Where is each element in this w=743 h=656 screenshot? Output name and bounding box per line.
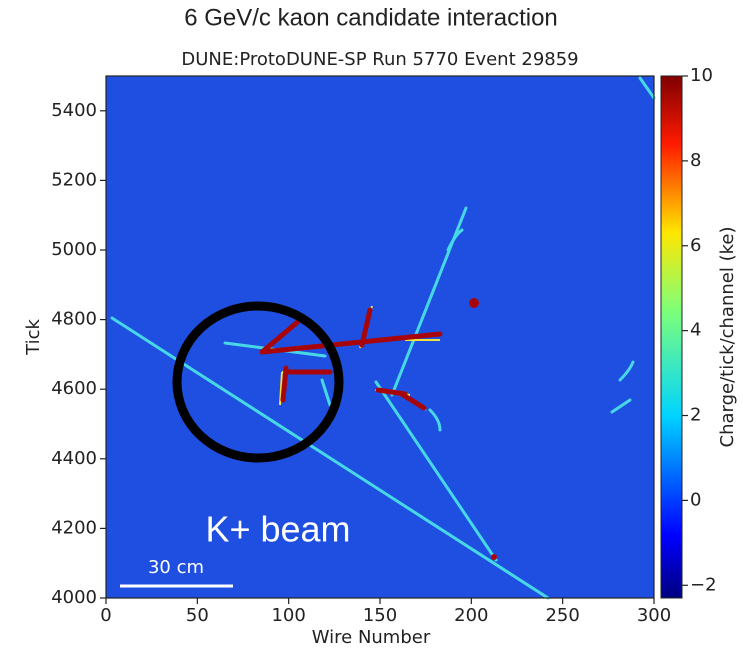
colorbar-tick-label: 6 [690,235,701,256]
event-display: K+ beam 30 cm [105,75,656,600]
track [618,360,635,382]
track [610,398,632,414]
track [320,378,332,407]
track-core [259,307,443,411]
vertex [491,554,497,560]
chart-title: 6 GeV/c kaon candidate interaction [184,4,558,31]
x-axis-label: Wire Number [312,627,431,648]
highlight-circle [172,301,344,463]
x-tick-label: 200 [454,605,488,626]
y-tick-label: 4400 [51,448,97,469]
x-tick-label: 100 [271,605,305,626]
colorbar [660,75,683,599]
colorbar-tick-label: −2 [690,574,717,595]
x-tick-label: 150 [363,605,397,626]
chart-subtitle: DUNE:ProtoDUNE-SP Run 5770 Event 29859 [181,49,578,70]
y-tick-label: 4800 [51,309,97,330]
x-tick-label: 250 [545,605,579,626]
colorbar-tick-label: 0 [690,489,701,510]
x-tick-label: 50 [186,605,209,626]
colorbar-tick-label: 10 [690,65,713,86]
track [374,380,498,562]
scale-bar-label: 30 cm [148,557,204,578]
colorbar-tick-label: 4 [690,320,701,341]
y-tick-label: 4600 [51,378,97,399]
x-tick-label: 300 [637,605,671,626]
y-tick-label: 4000 [51,587,97,608]
colorbar-label: Charge/tick/channel (ke) [717,227,738,448]
vertex [469,298,479,308]
track [428,408,442,432]
y-tick-label: 5200 [51,169,97,190]
colorbar-tick-label: 8 [690,150,701,171]
y-tick-label: 5000 [51,239,97,260]
y-tick-label: 5400 [51,100,97,121]
track [446,228,464,252]
y-tick-label: 4200 [51,517,97,538]
y-axis-label: Tick [23,319,44,356]
track [638,76,656,100]
annotation: K+ beam [205,509,350,550]
track [110,316,550,600]
x-tick-label: 0 [100,605,111,626]
colorbar-tick-label: 2 [690,405,701,426]
